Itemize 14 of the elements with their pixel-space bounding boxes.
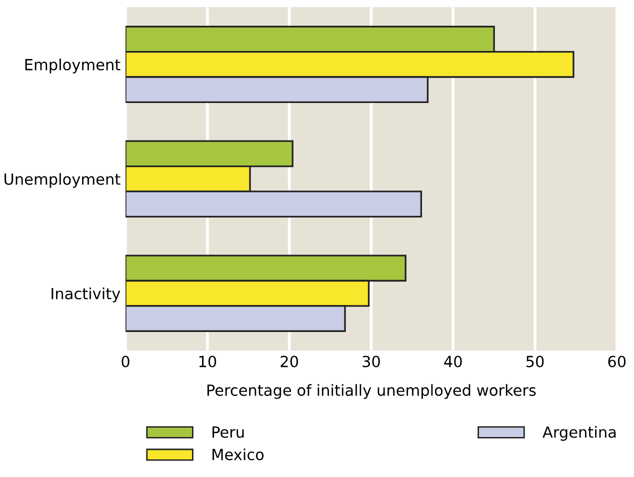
x-tick-label: 60 xyxy=(608,356,626,368)
x-tick-label: 10 xyxy=(199,356,216,368)
y-tick-label: Inactivity xyxy=(52,288,120,302)
x-tick-label: 0 xyxy=(122,356,130,368)
x-tick-label: 20 xyxy=(280,356,298,368)
legend-label: Argentina xyxy=(542,426,616,441)
x-axis-title: Percentage of initially unemployed workers xyxy=(207,384,536,399)
y-tick-label: Unemployment xyxy=(4,173,120,188)
x-tick-label: 30 xyxy=(362,356,380,368)
x-tick-label: 40 xyxy=(444,356,462,368)
legend-label: Peru xyxy=(212,426,244,438)
legend-label: Mexico xyxy=(212,448,264,460)
x-tick-label: 50 xyxy=(526,356,544,368)
y-tick-label: Employment xyxy=(25,58,120,74)
